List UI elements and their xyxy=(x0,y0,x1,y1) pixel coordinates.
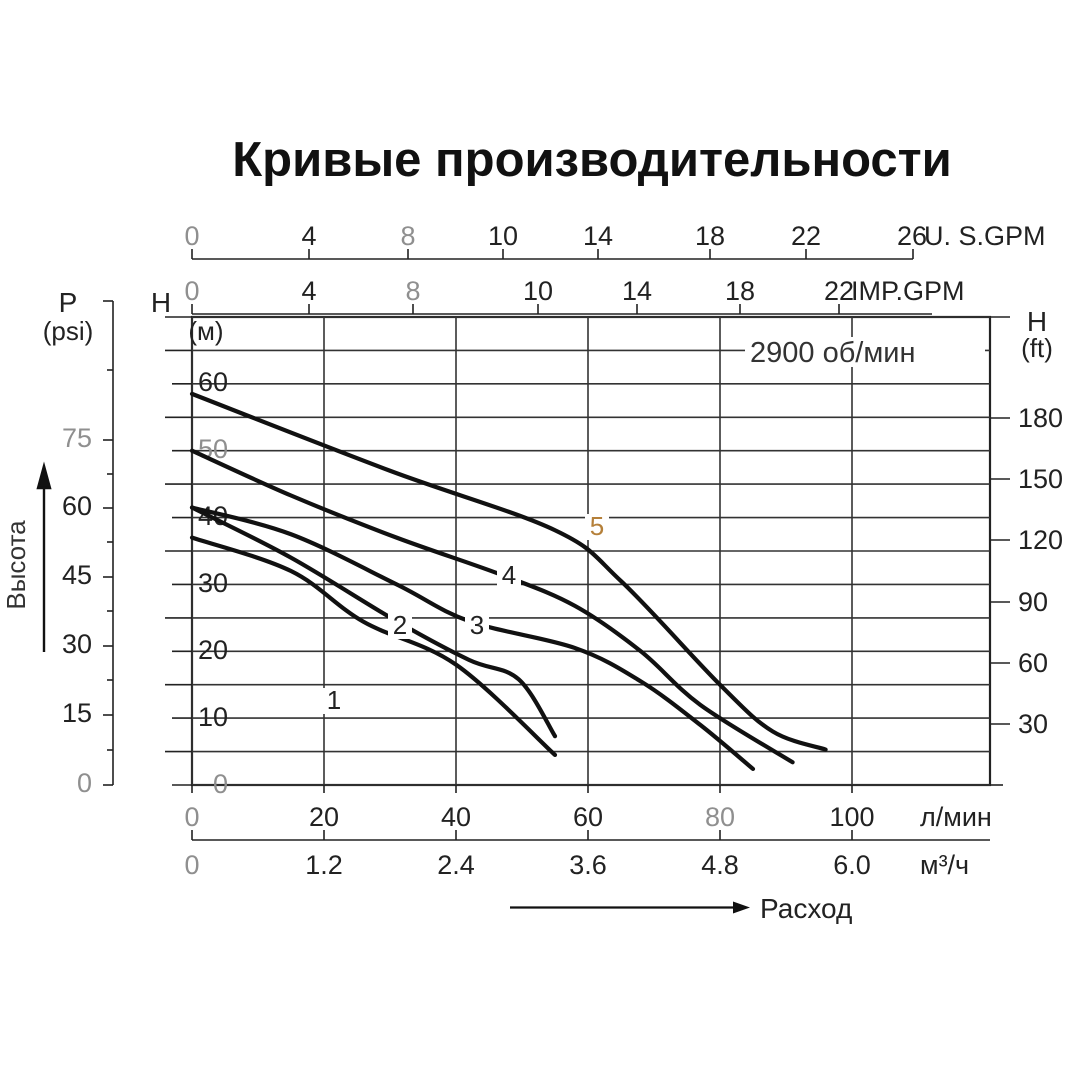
svg-text:0: 0 xyxy=(184,850,199,880)
svg-text:15: 15 xyxy=(62,698,92,728)
svg-text:P: P xyxy=(59,287,78,318)
svg-text:Кривые производительности: Кривые производительности xyxy=(232,133,951,187)
svg-text:Расход: Расход xyxy=(760,893,852,924)
svg-text:60: 60 xyxy=(1018,648,1048,678)
svg-text:5: 5 xyxy=(590,511,604,541)
svg-text:л/мин: л/мин xyxy=(920,802,992,832)
svg-text:(ft): (ft) xyxy=(1021,333,1053,363)
svg-text:(psi): (psi) xyxy=(43,316,94,346)
svg-text:2.4: 2.4 xyxy=(437,850,475,880)
svg-text:10: 10 xyxy=(488,221,518,251)
svg-text:2900 об/мин: 2900 об/мин xyxy=(750,337,916,369)
svg-text:1: 1 xyxy=(327,685,341,715)
svg-text:IMP.GPM: IMP.GPM xyxy=(851,276,965,306)
svg-text:8: 8 xyxy=(400,221,415,251)
svg-text:120: 120 xyxy=(1018,525,1063,555)
svg-text:100: 100 xyxy=(829,802,874,832)
svg-text:30: 30 xyxy=(198,568,228,598)
svg-text:150: 150 xyxy=(1018,464,1063,494)
svg-text:60: 60 xyxy=(573,802,603,832)
svg-text:3.6: 3.6 xyxy=(569,850,607,880)
svg-text:80: 80 xyxy=(705,802,735,832)
svg-text:18: 18 xyxy=(725,276,755,306)
svg-text:180: 180 xyxy=(1018,403,1063,433)
svg-text:60: 60 xyxy=(62,491,92,521)
svg-text:0: 0 xyxy=(184,276,199,306)
svg-text:1.2: 1.2 xyxy=(305,850,343,880)
svg-text:90: 90 xyxy=(1018,587,1048,617)
svg-text:0: 0 xyxy=(213,769,228,799)
svg-text:0: 0 xyxy=(184,221,199,251)
svg-text:45: 45 xyxy=(62,560,92,590)
svg-text:14: 14 xyxy=(583,221,613,251)
svg-text:30: 30 xyxy=(1018,709,1048,739)
svg-text:м³/ч: м³/ч xyxy=(920,850,969,880)
svg-text:U. S.GPM: U. S.GPM xyxy=(924,221,1046,251)
svg-text:20: 20 xyxy=(198,635,228,665)
svg-text:(м): (м) xyxy=(188,316,223,346)
svg-text:40: 40 xyxy=(441,802,471,832)
svg-text:4: 4 xyxy=(502,560,516,590)
svg-text:14: 14 xyxy=(622,276,652,306)
svg-text:10: 10 xyxy=(198,702,228,732)
svg-text:75: 75 xyxy=(62,423,92,453)
svg-text:22: 22 xyxy=(824,276,854,306)
svg-text:6.0: 6.0 xyxy=(833,850,871,880)
svg-text:3: 3 xyxy=(470,610,484,640)
svg-text:60: 60 xyxy=(198,367,228,397)
svg-text:2: 2 xyxy=(393,610,407,640)
svg-text:Высота: Высота xyxy=(1,520,31,610)
svg-text:22: 22 xyxy=(791,221,821,251)
svg-text:26: 26 xyxy=(897,221,927,251)
svg-text:0: 0 xyxy=(184,802,199,832)
svg-text:18: 18 xyxy=(695,221,725,251)
svg-text:20: 20 xyxy=(309,802,339,832)
svg-text:8: 8 xyxy=(405,276,420,306)
svg-text:4.8: 4.8 xyxy=(701,850,739,880)
svg-text:4: 4 xyxy=(301,221,316,251)
svg-text:10: 10 xyxy=(523,276,553,306)
svg-text:4: 4 xyxy=(301,276,316,306)
svg-text:0: 0 xyxy=(77,768,92,798)
svg-text:H: H xyxy=(151,287,171,318)
svg-text:30: 30 xyxy=(62,629,92,659)
